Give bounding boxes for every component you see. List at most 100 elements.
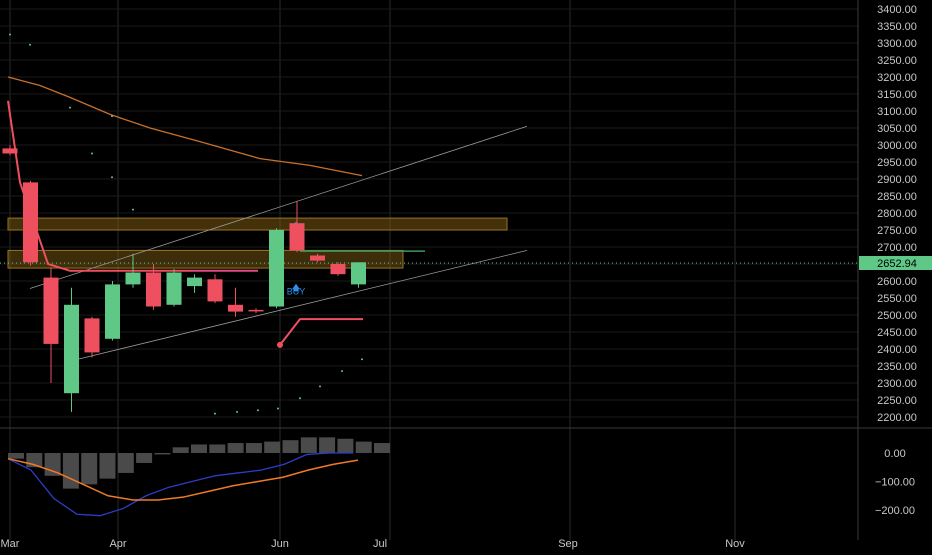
macd-histogram-bar: [245, 443, 262, 453]
indicator-dot: [111, 176, 113, 179]
candle-body: [105, 284, 120, 339]
indicator-dot: [29, 43, 31, 46]
macd-histogram-bar: [62, 453, 79, 489]
price-tick-label: 2300.00: [877, 378, 917, 390]
candle: [207, 274, 223, 304]
macd-line: [7, 452, 353, 517]
candle: [187, 274, 202, 293]
time-tick-label: Mar: [1, 538, 20, 550]
time-tick-label: Jul: [373, 538, 387, 550]
candle-body: [84, 318, 100, 353]
price-tick-label: 2400.00: [877, 344, 917, 356]
candle-body: [166, 272, 182, 305]
candle: [269, 228, 284, 309]
macd-histogram-bar: [8, 453, 24, 459]
buy-arrow-icon: [292, 283, 300, 290]
resistance-zone: [7, 217, 508, 231]
candle-body: [330, 264, 346, 275]
indicator-dot: [319, 385, 321, 388]
candle: [330, 262, 346, 276]
indicator-dot: [91, 152, 93, 155]
candle: [310, 253, 325, 263]
stop-marker: [277, 341, 283, 348]
indicator-dot: [277, 407, 279, 410]
candle-body: [269, 230, 284, 307]
price-tick-label: 2500.00: [877, 310, 917, 322]
candle-body: [310, 255, 325, 261]
candle-body: [207, 279, 223, 302]
candle: [125, 253, 141, 288]
macd-histogram-bar: [136, 453, 153, 463]
price-tick-label: 2250.00: [877, 395, 917, 407]
price-tick-label: 3250.00: [877, 55, 917, 67]
price-tick-label: 2350.00: [877, 361, 917, 373]
macd-tick-label: 0.00: [884, 448, 905, 460]
candle-body: [187, 277, 202, 287]
macd-tick-label: −200.00: [875, 505, 915, 517]
channel-upper-line: [29, 125, 528, 289]
price-tick-label: 2850.00: [877, 191, 917, 203]
candle-body: [146, 272, 161, 307]
candle: [228, 287, 243, 317]
last-price-label: 2652.94: [877, 258, 917, 270]
indicator-dot: [9, 33, 11, 36]
macd-histogram-bar: [374, 443, 390, 453]
macd-histogram-bar: [154, 453, 171, 455]
time-tick-label: Nov: [725, 538, 745, 550]
indicator-dot: [132, 208, 134, 211]
macd-histogram-bar: [191, 444, 207, 453]
price-tick-label: 3050.00: [877, 123, 917, 135]
price-tick-label: 2750.00: [877, 225, 917, 237]
candle-body: [23, 182, 38, 263]
trailing-stop-line: [279, 318, 363, 346]
macd-histogram-bar: [300, 437, 317, 453]
macd-histogram-bar: [337, 438, 354, 453]
time-tick-label: Jun: [271, 538, 289, 550]
price-tick-label: 3400.00: [877, 4, 917, 16]
price-tick-label: 3350.00: [877, 21, 917, 33]
price-tick-label: 3000.00: [877, 140, 917, 152]
candle-body: [125, 272, 141, 285]
macd-histogram-bar: [319, 437, 336, 453]
candle-body: [289, 223, 305, 251]
indicator-dot: [214, 412, 216, 415]
channel-lower-line: [67, 250, 528, 362]
macd-histogram-bar: [81, 453, 98, 485]
price-tick-label: 3150.00: [877, 89, 917, 101]
candle-body: [248, 309, 264, 312]
macd-histogram-bar: [209, 444, 226, 453]
macd-histogram-bar: [227, 443, 244, 453]
last-price-tag: [859, 256, 932, 271]
price-tick-label: 3200.00: [877, 72, 917, 84]
candle-body: [228, 304, 243, 312]
candle: [248, 308, 264, 314]
time-tick-label: Sep: [558, 538, 578, 550]
macd-histogram-bar: [117, 453, 134, 473]
price-tick-label: 3100.00: [877, 106, 917, 118]
indicator-dot: [299, 397, 301, 400]
indicator-dot: [236, 410, 238, 413]
buy-signal-label: BUY: [287, 287, 306, 297]
price-tick-label: 2800.00: [877, 208, 917, 220]
indicator-dot: [341, 370, 343, 373]
candle: [84, 316, 100, 358]
price-tick-label: 2700.00: [877, 242, 917, 254]
price-tick-label: 2550.00: [877, 293, 917, 305]
macd-histogram-bar: [355, 441, 372, 453]
candle: [105, 281, 120, 341]
price-tick-label: 2450.00: [877, 327, 917, 339]
price-tick-label: 2900.00: [877, 174, 917, 186]
candle: [2, 145, 18, 156]
macd-histogram-bar: [172, 447, 189, 453]
price-tick-label: 3300.00: [877, 38, 917, 50]
candle: [289, 201, 305, 253]
candle: [351, 262, 366, 288]
moving-average-line: [7, 76, 363, 177]
macd-histogram-bar: [282, 440, 299, 453]
candle: [43, 267, 59, 383]
indicator-dot: [69, 106, 71, 109]
candle: [146, 264, 161, 310]
indicator-dot: [361, 358, 363, 361]
